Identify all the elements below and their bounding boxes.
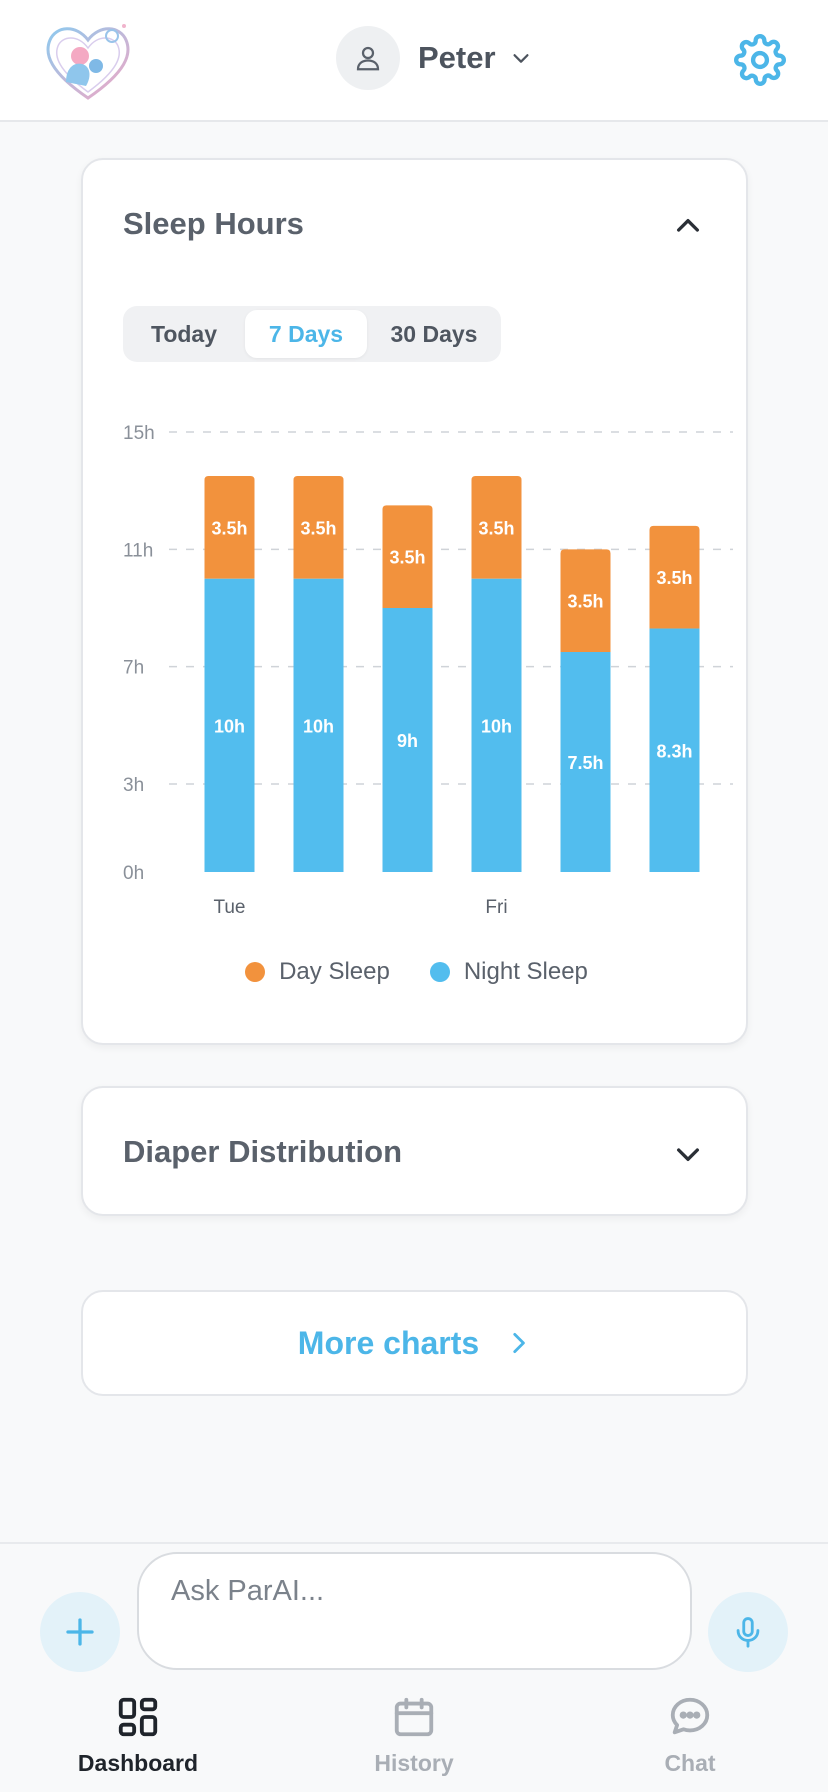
nav-history-label: History	[374, 1750, 454, 1776]
legend-night-label: Night Sleep	[463, 958, 588, 985]
nav-chat[interactable]: Chat	[600, 1694, 780, 1777]
microphone-button[interactable]	[708, 1592, 788, 1672]
chevron-down-icon[interactable]	[672, 1138, 704, 1170]
nav-dashboard[interactable]: Dashboard	[48, 1694, 228, 1777]
night-sleep-bar	[204, 578, 255, 872]
microphone-icon	[736, 1617, 760, 1648]
night-sleep-bar	[471, 578, 522, 872]
tab-7-days[interactable]: 7 Days	[245, 310, 367, 358]
user-name: Peter	[418, 40, 496, 75]
legend-day-label: Day Sleep	[279, 958, 390, 985]
app-logo[interactable]	[40, 16, 136, 104]
chevron-down-icon	[512, 54, 529, 63]
y-tick-label: 0h	[123, 863, 144, 884]
sleep-hours-card: Sleep Hours Today 7 Days 30 Days 0h 3h 7h 1…	[81, 158, 748, 1045]
more-charts-label: More charts	[297, 1324, 480, 1361]
day-sleep-data-label: 3.5h	[478, 518, 514, 538]
diaper-distribution-title: Diaper Distribution	[123, 1134, 403, 1169]
more-charts-button[interactable]: More charts	[81, 1290, 748, 1396]
day-sleep-bar	[382, 505, 433, 608]
day-sleep-data-label: 3.5h	[211, 518, 247, 538]
legend-day-sleep[interactable]: Day Sleep	[245, 958, 390, 986]
dashboard-icon	[118, 1697, 158, 1737]
night-sleep-data-label: 10h	[214, 716, 245, 736]
day-sleep-swatch	[245, 962, 266, 982]
add-button[interactable]	[40, 1592, 120, 1672]
night-sleep-data-label: 10h	[481, 716, 512, 736]
day-sleep-data-label: 3.5h	[389, 548, 425, 568]
day-sleep-data-label: 3.5h	[656, 568, 692, 588]
sleep-hours-chart: 0h 3h 7h 11h 15h 10h 3.5h Tue 10h 3.5h 9h 3.5h 10h 3.…	[123, 423, 733, 918]
day-sleep-bar	[649, 525, 700, 629]
night-sleep-swatch	[429, 962, 450, 982]
day-sleep-data-label: 3.5h	[567, 592, 603, 612]
night-sleep-bar	[293, 578, 344, 872]
chevron-right-icon	[513, 1332, 526, 1354]
tab-30-days[interactable]: 30 Days	[390, 320, 478, 347]
user-icon	[356, 46, 380, 71]
night-sleep-data-label: 8.3h	[656, 741, 692, 761]
day-sleep-bar	[293, 476, 344, 579]
chart-legend: Day Sleep Night Sleep	[83, 958, 750, 986]
user-switcher[interactable]: Peter	[336, 26, 532, 90]
night-sleep-data-label: 9h	[397, 731, 418, 751]
gear-icon[interactable]	[734, 34, 786, 86]
avatar	[336, 26, 400, 90]
y-tick-label: 3h	[123, 775, 144, 796]
night-sleep-bar	[649, 628, 700, 872]
x-tick-label: Tue	[213, 897, 245, 918]
day-sleep-bar	[560, 549, 611, 652]
nav-dashboard-label: Dashboard	[77, 1750, 199, 1776]
night-sleep-data-label: 7.5h	[567, 753, 603, 773]
night-sleep-bar	[382, 608, 433, 872]
chat-bubble-icon	[670, 1697, 710, 1735]
sleep-hours-title: Sleep Hours	[123, 206, 304, 241]
chevron-up-icon[interactable]	[672, 210, 704, 242]
plus-icon	[66, 1618, 94, 1646]
legend-night-sleep[interactable]: Night Sleep	[429, 958, 588, 986]
day-sleep-bar	[471, 476, 522, 579]
calendar-icon	[394, 1697, 434, 1737]
app-header: Peter	[0, 0, 828, 122]
diaper-distribution-card[interactable]: Diaper Distribution	[81, 1086, 748, 1216]
y-tick-label: 15h	[123, 423, 155, 444]
nav-history[interactable]: History	[324, 1694, 504, 1777]
ask-input[interactable]	[137, 1552, 692, 1670]
night-sleep-bar	[560, 652, 611, 872]
tab-today[interactable]: Today	[150, 320, 218, 347]
day-sleep-bar	[204, 476, 255, 579]
range-selector: Today 7 Days 30 Days	[123, 306, 501, 362]
night-sleep-data-label: 10h	[303, 716, 334, 736]
y-tick-label: 11h	[123, 540, 153, 561]
y-tick-label: 7h	[123, 658, 144, 679]
nav-chat-label: Chat	[664, 1750, 716, 1776]
day-sleep-data-label: 3.5h	[300, 518, 336, 538]
x-tick-label: Fri	[485, 897, 507, 918]
